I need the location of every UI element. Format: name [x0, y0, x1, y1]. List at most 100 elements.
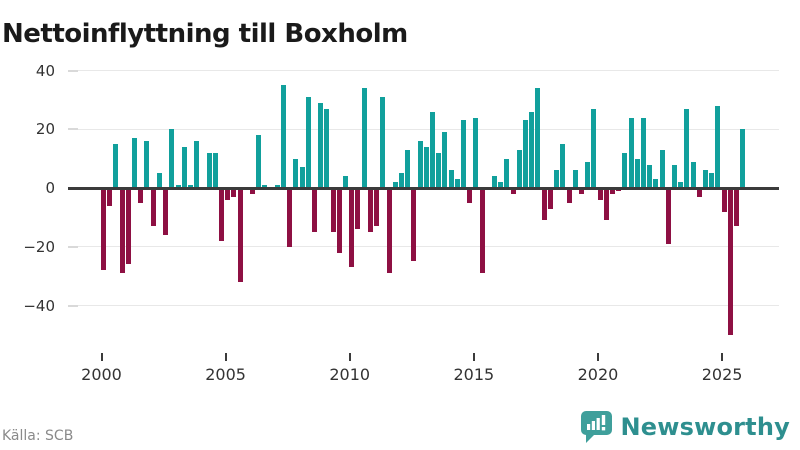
- bar-positive: [144, 141, 150, 188]
- bar-positive: [684, 108, 690, 188]
- bar-negative: [467, 188, 473, 203]
- bar-negative: [541, 188, 547, 221]
- bar-positive: [206, 152, 212, 189]
- x-axis-tick: [596, 353, 599, 361]
- bar-negative: [336, 188, 342, 253]
- y-axis-tick: [68, 128, 78, 131]
- bar-negative: [163, 188, 169, 235]
- bar-negative: [138, 188, 144, 203]
- bar-positive: [324, 108, 330, 188]
- bar-negative: [150, 188, 156, 227]
- y-axis-tick: [68, 245, 78, 248]
- y-axis-label: −20: [23, 237, 55, 256]
- bar-positive: [156, 173, 162, 188]
- bar-negative: [330, 188, 336, 233]
- x-axis-tick: [100, 353, 103, 361]
- bar-negative: [510, 188, 516, 194]
- bar-negative: [367, 188, 373, 233]
- bar-positive: [318, 102, 324, 188]
- bar-positive: [361, 88, 367, 188]
- x-axis-tick: [348, 353, 351, 361]
- newsworthy-wordmark: Newsworthy: [620, 413, 790, 441]
- bar-positive: [212, 152, 218, 189]
- newsworthy-logo: Newsworthy: [580, 409, 790, 445]
- x-axis-label: 2015: [453, 365, 495, 384]
- bar-positive: [659, 149, 665, 188]
- bar-negative: [603, 188, 609, 221]
- bar-positive: [678, 182, 684, 188]
- bar-negative: [734, 188, 739, 227]
- bar-positive: [591, 108, 597, 188]
- bar-positive: [516, 149, 522, 188]
- bar-negative: [237, 188, 243, 282]
- bar-negative: [566, 188, 572, 203]
- bar-negative: [597, 188, 603, 200]
- bar-positive: [442, 132, 448, 188]
- bar-positive: [380, 96, 386, 188]
- zero-baseline: [68, 186, 779, 190]
- bar-positive: [634, 158, 640, 188]
- y-axis-label: 20: [35, 120, 55, 139]
- bar-positive: [740, 129, 746, 189]
- bar-negative: [218, 188, 224, 241]
- bar-negative: [355, 188, 361, 230]
- bar-positive: [299, 167, 305, 188]
- bar-positive: [647, 164, 653, 188]
- x-axis-label: 2010: [329, 365, 371, 384]
- bar-positive: [293, 158, 299, 188]
- bar-negative: [101, 188, 106, 271]
- x-axis-label: 2000: [81, 365, 122, 384]
- y-gridline: [68, 246, 779, 248]
- bar-positive: [113, 143, 119, 188]
- bar-negative: [411, 188, 417, 262]
- bar-positive: [305, 96, 311, 188]
- bar-positive: [169, 129, 175, 189]
- bar-negative: [312, 188, 317, 233]
- bar-positive: [628, 117, 634, 188]
- bar-positive: [529, 111, 535, 188]
- bar-negative: [231, 188, 237, 197]
- y-gridline: [68, 70, 779, 71]
- bar-positive: [572, 170, 578, 188]
- bar-positive: [715, 105, 721, 189]
- y-gridline: [68, 305, 779, 306]
- bar-negative: [721, 188, 727, 212]
- bar-positive: [429, 111, 435, 188]
- bar-positive: [417, 141, 423, 188]
- y-axis-label: −40: [23, 296, 55, 315]
- x-axis-tick: [472, 353, 475, 361]
- bar-positive: [498, 182, 504, 188]
- x-axis-label: 2025: [701, 365, 743, 384]
- bar-negative: [696, 188, 702, 197]
- x-axis-label: 2020: [577, 365, 619, 384]
- bar-negative: [479, 188, 485, 274]
- bar-positive: [473, 117, 479, 188]
- bar-negative: [125, 188, 131, 265]
- bar-negative: [107, 188, 113, 206]
- bar-positive: [281, 85, 286, 188]
- bar-positive: [256, 135, 262, 188]
- bar-positive: [181, 146, 187, 188]
- x-axis-tick: [721, 353, 724, 361]
- bar-positive: [132, 138, 137, 188]
- bar-positive: [622, 152, 628, 189]
- bar-positive: [398, 173, 404, 188]
- bar-positive: [194, 141, 200, 188]
- bar-positive: [560, 143, 566, 188]
- bar-negative: [578, 188, 584, 194]
- bar-positive: [504, 158, 510, 188]
- y-gridline: [68, 128, 779, 130]
- bar-positive: [554, 170, 559, 188]
- bar-negative: [665, 188, 671, 244]
- bar-positive: [343, 176, 348, 189]
- y-axis-tick: [68, 304, 78, 307]
- bar-positive: [585, 161, 591, 188]
- bar-positive: [709, 173, 715, 188]
- bar-negative: [609, 188, 615, 194]
- bar-positive: [492, 176, 497, 189]
- bar-negative: [249, 188, 255, 194]
- bar-negative: [349, 188, 355, 268]
- bar-negative: [386, 188, 392, 274]
- bar-positive: [448, 170, 454, 188]
